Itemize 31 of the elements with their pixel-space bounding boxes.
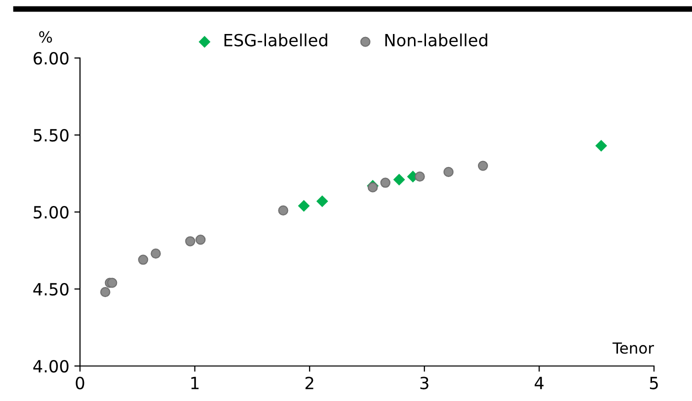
point [414, 172, 425, 182]
point [278, 205, 288, 216]
point [478, 160, 488, 171]
legend-label: Non-labelled [385, 34, 488, 46]
x-tick-label: 5 [650, 376, 658, 390]
point [100, 287, 110, 298]
y-tick-label: 4.00 [33, 360, 68, 373]
point [298, 200, 310, 212]
point [443, 166, 454, 178]
point [380, 178, 390, 188]
point [185, 236, 196, 246]
point [107, 278, 118, 288]
y-tick-label: 4.50 [33, 282, 68, 296]
x-tick-label: 4 [534, 376, 544, 390]
point [316, 195, 328, 208]
point [393, 174, 406, 186]
point [138, 254, 148, 265]
point [368, 182, 378, 192]
y-tick-label: 5.50 [34, 128, 68, 142]
point [595, 140, 608, 152]
y-axis-title: % [39, 31, 52, 43]
x-axis-title: Tenor [612, 342, 654, 354]
x-tick-label: 2 [306, 376, 314, 390]
point [195, 234, 206, 245]
point [150, 248, 161, 259]
x-tick-label: 1 [191, 376, 199, 390]
y-tick-label: 5.00 [34, 206, 68, 219]
y-tick-label: 6.00 [34, 52, 68, 65]
x-tick-label: 0 [76, 376, 84, 390]
x-tick-label: 3 [420, 376, 428, 390]
legend-label: ESG-labelled [224, 34, 328, 46]
